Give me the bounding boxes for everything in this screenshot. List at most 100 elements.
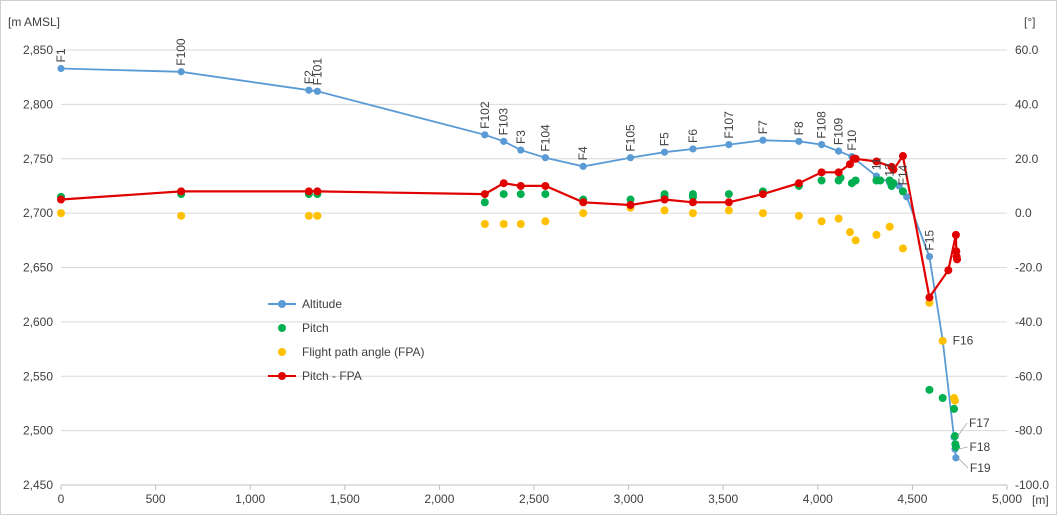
altitude-point [177,68,185,76]
point-label: F102 [478,101,492,129]
pitch-fpa-point [834,168,843,177]
right-tick-label: -40.0 [1015,315,1043,329]
point-label: F100 [174,38,188,66]
pitch-point [541,190,550,199]
pitch-point [950,404,959,413]
right-tick-label: -100.0 [1015,478,1049,492]
altitude-point [725,141,733,149]
leader-line [956,422,968,438]
point-label: 11 [869,157,883,170]
pitch-point [499,190,508,199]
flight-path-angle-fpa-point [851,236,860,245]
x-tick-label: 3,500 [708,492,738,506]
pitch-fpa-point [660,195,669,204]
right-tick-label: -60.0 [1015,369,1043,383]
pitch-point [480,198,489,207]
pitch-point [724,190,733,199]
flight-path-angle-fpa-point [758,209,767,218]
altitude-point [925,253,934,261]
flight-path-angle-fpa-point [480,220,489,228]
left-tick-label: 2,650 [23,261,53,275]
right-tick-label: -80.0 [1015,424,1043,438]
x-tick-label: 2,500 [519,492,549,506]
point-label: F101 [310,58,324,86]
left-axis-unit: [m AMSL] [8,15,60,29]
pitch-fpa-point [626,200,635,209]
altitude-point [817,141,826,149]
pitch-point [950,432,959,441]
pitch-fpa-point [480,190,489,199]
pitch-fpa-point [944,266,953,275]
pitch-fpa-point [951,230,960,239]
leader-line [957,446,968,450]
point-label: F6 [686,129,700,143]
altitude-point [689,145,697,153]
pitch-fpa-point [925,293,934,302]
altitude-point [795,137,803,145]
flight-path-angle-fpa-point [313,211,322,220]
altitude-point [500,137,508,145]
pitch-point [938,394,947,402]
left-tick-label: 2,750 [23,152,53,166]
point-label: F16 [953,333,974,347]
point-label: F17 [969,416,990,430]
pitch-fpa-point [889,165,898,174]
point-label: F7 [756,120,770,134]
altitude-point [759,136,767,144]
pitch-point [876,176,885,185]
left-tick-label: 2,850 [23,43,53,57]
point-label: F1 [54,48,68,62]
x-axis-unit: [m] [1032,493,1049,507]
flight-path-angle-fpa-point [57,209,65,218]
left-tick-label: 2,600 [23,315,53,329]
legend-marker [278,372,286,380]
altitude-point [660,148,669,156]
x-tick-label: 2,000 [424,492,454,506]
flight-path-angle-fpa-point [872,230,881,239]
flight-path-angle-fpa-point [177,211,186,220]
x-tick-label: 0 [58,492,65,506]
pitch-fpa-point [898,152,907,161]
x-tick-label: 1,500 [330,492,360,506]
left-tick-label: 2,800 [23,97,53,111]
pitch-point [516,190,525,199]
point-label: F4 [576,146,590,160]
altitude-point [579,162,587,170]
point-label: F104 [538,124,552,152]
pitch-fpa-point [516,181,525,190]
flight-path-angle-fpa-point [898,244,907,253]
point-label: F5 [658,132,672,146]
pitch-fpa-point [817,168,826,177]
pitch-point [925,385,934,394]
pitch-fpa-point [851,154,860,163]
point-label: F3 [514,130,528,144]
pitch-fpa-point [499,179,508,188]
altitude-point [952,454,960,462]
flight-path-angle-fpa-point [794,211,803,220]
flight-path-angle-fpa-point [541,217,550,226]
left-tick-label: 2,500 [23,424,53,438]
flight-path-angle-fpa-point [834,214,843,223]
altitude-point [626,154,635,162]
left-tick-label: 2,550 [23,369,53,383]
pitch-fpa-point [724,198,733,207]
legend-label: Altitude [302,297,342,311]
right-tick-label: 20.0 [1015,152,1039,166]
x-tick-label: 4,000 [803,492,833,506]
legend-label: Pitch - FPA [302,369,362,383]
pitch-fpa-point [794,179,803,188]
pitch-point [898,187,907,196]
legend-marker [278,300,286,308]
point-label: F109 [832,117,846,145]
pitch-fpa-point [313,187,322,196]
legend-label: Flight path angle (FPA) [302,345,425,359]
left-tick-label: 2,700 [23,206,53,220]
point-label: F18 [970,440,991,454]
legend-marker [278,348,286,356]
flight-path-angle-fpa-point [660,206,669,215]
flight-path-angle-fpa-point [938,336,947,345]
legend-marker [278,324,286,332]
flight-path-angle-fpa-point [950,396,959,405]
